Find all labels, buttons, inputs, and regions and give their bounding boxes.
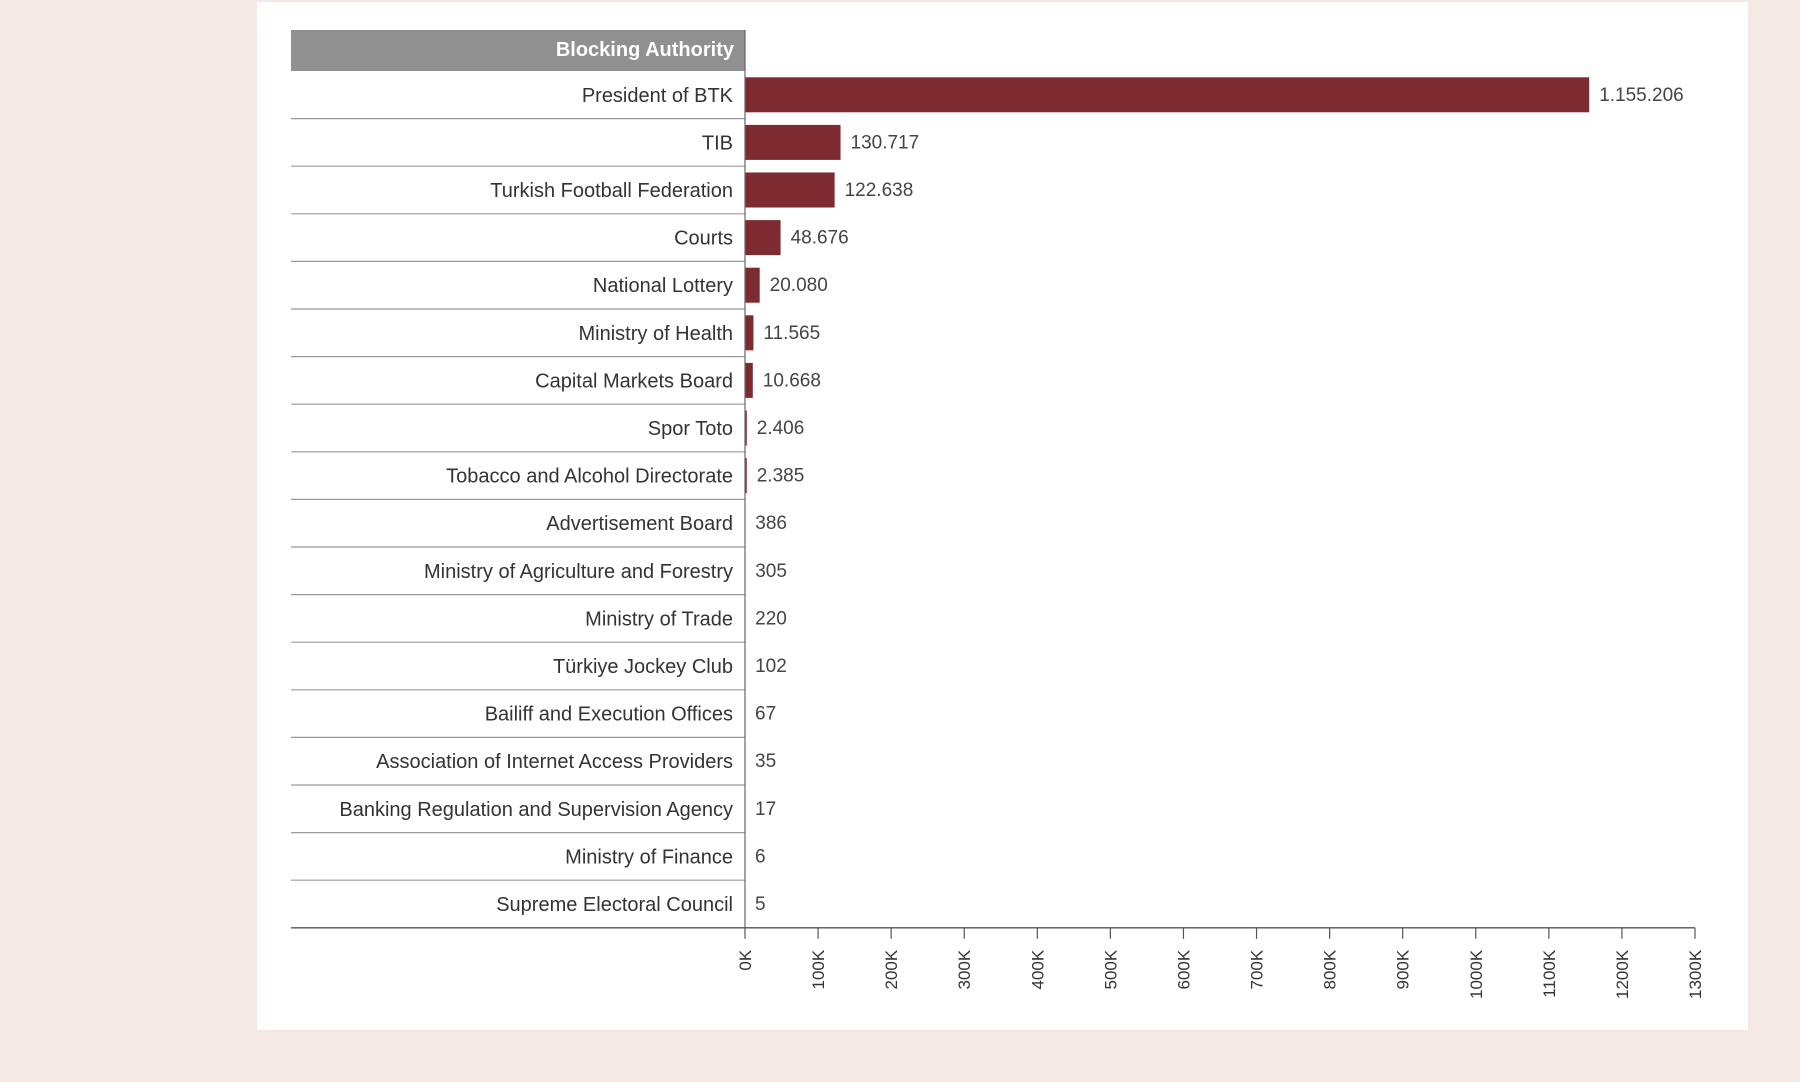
category-label: Tobacco and Alcohol Directorate (446, 466, 733, 488)
x-tick-label: 1000K (1467, 949, 1486, 999)
value-label: 11.565 (763, 323, 820, 344)
value-label: 35 (755, 751, 776, 772)
category-label: Spor Toto (648, 418, 733, 440)
value-label: 6 (755, 846, 766, 867)
bar (745, 267, 760, 303)
x-tick-label: 100K (809, 949, 828, 989)
category-label: Capital Markets Board (535, 370, 733, 392)
x-tick-label: 1200K (1613, 949, 1632, 999)
bar (745, 315, 754, 351)
category-label: Ministry of Agriculture and Forestry (424, 561, 733, 583)
value-label: 20.080 (770, 275, 828, 296)
category-label: Türkiye Jockey Club (553, 656, 733, 678)
x-tick-label: 300K (955, 949, 974, 989)
category-label: President of BTK (582, 85, 734, 107)
category-label: TIB (702, 132, 733, 154)
x-tick-label: 200K (882, 949, 901, 989)
value-label: 5 (755, 894, 766, 915)
bar (745, 124, 841, 160)
category-label: Courts (674, 228, 733, 250)
value-label: 220 (755, 608, 787, 629)
value-label: 386 (755, 513, 787, 534)
bar (745, 458, 747, 494)
category-label: Association of Internet Access Providers (376, 751, 733, 773)
category-label: National Lottery (593, 275, 733, 297)
value-label: 17 (755, 799, 776, 820)
category-label: Banking Regulation and Supervision Agenc… (339, 799, 733, 821)
category-label: Ministry of Trade (585, 608, 733, 630)
category-label: Supreme Electoral Council (496, 894, 733, 916)
value-label: 10.668 (763, 370, 821, 391)
value-label: 48.676 (791, 228, 849, 249)
x-tick-label: 600K (1174, 949, 1193, 989)
bar (745, 362, 753, 398)
value-label: 122.638 (845, 180, 914, 201)
value-label: 2.385 (757, 466, 805, 487)
value-label: 2.406 (757, 418, 805, 439)
x-tick-label: 700K (1248, 949, 1267, 989)
category-label: Turkish Football Federation (490, 180, 733, 202)
column-header: Blocking Authority (291, 30, 745, 71)
x-tick-label: 1300K (1686, 949, 1705, 999)
bar (745, 77, 1590, 113)
x-tick-label: 1100K (1540, 949, 1559, 998)
value-label: 102 (755, 656, 787, 677)
x-tick-label: 800K (1321, 949, 1340, 989)
category-label: Ministry of Health (579, 323, 734, 345)
bar (745, 410, 747, 446)
category-label: Bailiff and Execution Offices (485, 704, 733, 726)
x-tick-label: 500K (1101, 949, 1120, 989)
x-tick-label: 900K (1394, 949, 1413, 989)
value-label: 130.717 (851, 132, 920, 153)
chart-panel (257, 2, 1748, 1030)
x-tick-label: 400K (1028, 949, 1047, 989)
category-label: Advertisement Board (546, 513, 733, 535)
bar (745, 220, 781, 256)
value-label: 67 (755, 704, 776, 725)
x-tick-label: 0K (736, 949, 755, 970)
value-label: 1.155.206 (1599, 85, 1684, 106)
value-label: 305 (755, 561, 787, 582)
bar (745, 172, 835, 208)
category-label: Ministry of Finance (565, 846, 733, 868)
